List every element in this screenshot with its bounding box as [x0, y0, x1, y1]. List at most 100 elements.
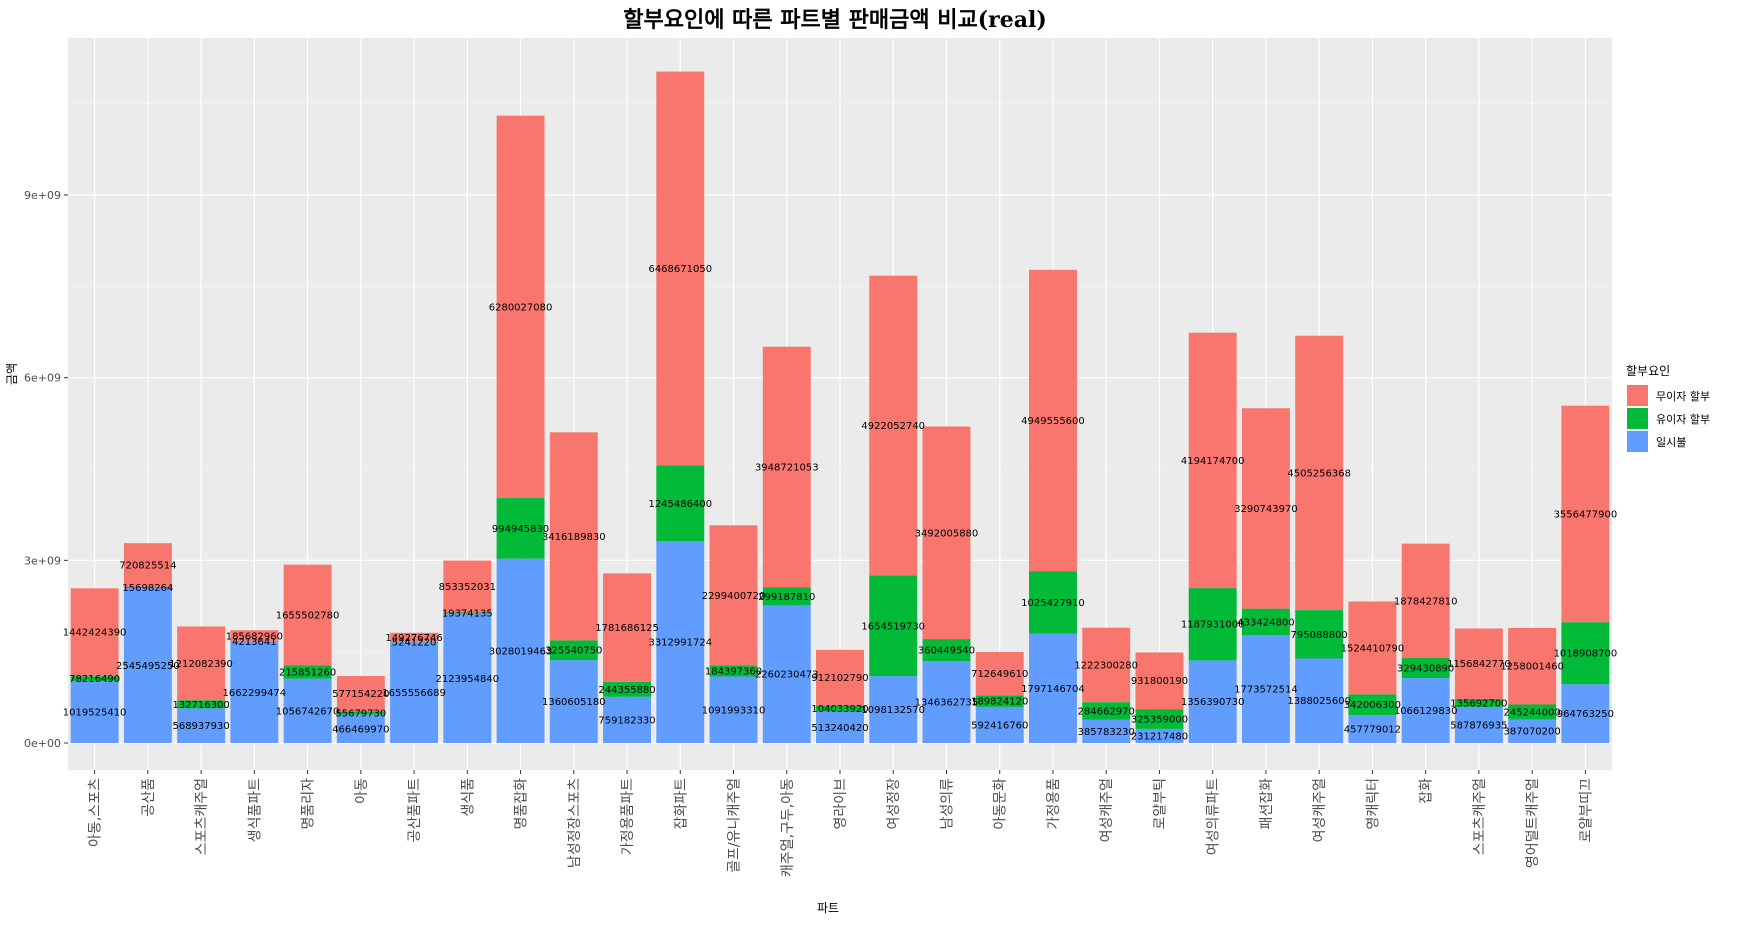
data-label: 1773572514: [1234, 685, 1298, 696]
data-label: 245244000: [1504, 707, 1561, 718]
bar-segment: [336, 676, 385, 712]
bar-segment: [762, 587, 811, 606]
data-label: 795088800: [1291, 630, 1348, 641]
data-label: 19374135: [442, 609, 493, 620]
x-tick-label: 영캐릭터: [1365, 778, 1381, 830]
data-label: 1388025600: [1287, 696, 1351, 707]
data-label: 1655502780: [276, 611, 340, 622]
data-label: 1797146704: [1021, 684, 1085, 695]
bar-segment: [869, 575, 918, 677]
x-tick-label: 명품잡화: [514, 778, 530, 830]
bar-segment: [123, 588, 172, 743]
data-label: 2260230473: [755, 670, 819, 681]
bar-segment: [177, 626, 226, 701]
data-label: 4949555600: [1021, 416, 1085, 427]
bar-segment: [1454, 698, 1503, 708]
legend-swatch: [1627, 431, 1648, 452]
x-tick-label: 여성의류파트: [1206, 778, 1222, 855]
bar-segment: [1401, 543, 1450, 659]
data-label: 466469970: [332, 724, 389, 735]
bar-segment: [975, 706, 1024, 743]
data-label: 104033920: [811, 704, 868, 715]
bar-segment: [1029, 269, 1077, 572]
bar-segment: [816, 705, 864, 712]
data-label: 1662299474: [223, 688, 287, 699]
bar-segment: [1135, 728, 1184, 743]
bar-segment: [603, 573, 651, 682]
x-tick-label: 캐주얼,구두,아동: [780, 778, 796, 877]
bar-segment: [230, 630, 279, 642]
data-label: 15698264: [122, 583, 173, 594]
x-tick-label: 로얄부띠끄: [1577, 778, 1594, 843]
bar-segment: [656, 541, 705, 743]
bar-segment: [1241, 608, 1290, 636]
bar-segment: [1188, 588, 1237, 661]
data-label: 231217480: [1131, 731, 1188, 742]
bar-segment: [1241, 408, 1290, 609]
data-label: 964763250: [1557, 709, 1614, 720]
data-label: 1442424390: [63, 628, 127, 639]
bar-segment: [1135, 709, 1184, 729]
data-label: 1655556689: [382, 688, 446, 699]
bar-segment: [1082, 627, 1131, 703]
bar-segment: [816, 711, 864, 743]
x-tick-label: 남성의류: [939, 778, 955, 830]
y-axis: 0e+00 3e+09 6e+09 9e+09: [24, 189, 68, 750]
data-label: 720825514: [119, 561, 176, 572]
bar-segment: [496, 115, 545, 499]
data-label: 360449540: [918, 646, 975, 657]
bar-segment: [390, 632, 439, 642]
x-tick-label: 가정용품: [1046, 778, 1062, 830]
data-label: 3028019463: [489, 646, 553, 657]
bar-segment: [975, 651, 1024, 696]
data-label: 4922052740: [861, 421, 925, 432]
data-label: 1878427810: [1394, 596, 1458, 607]
bar-segment: [1348, 601, 1397, 695]
bar-segment: [1348, 715, 1397, 743]
data-label: 1091993310: [702, 705, 766, 716]
bar-segment: [1454, 628, 1503, 699]
data-label: 1654519730: [861, 621, 925, 632]
bar-segment: [1082, 719, 1131, 743]
bar-segment: [1508, 704, 1557, 720]
bar-segment: [1561, 684, 1610, 743]
bar-segment: [496, 498, 545, 559]
bar-segment: [656, 71, 705, 466]
bar-segment: [975, 695, 1024, 707]
data-label: 1356390730: [1181, 697, 1245, 708]
data-label: 587876935: [1450, 721, 1507, 732]
bar-segment: [869, 275, 918, 576]
bar-segment: [1029, 571, 1077, 634]
bar-segment: [70, 680, 119, 743]
legend-label: 유이자 할부: [1656, 413, 1710, 426]
data-label: 6280027080: [489, 302, 553, 313]
data-label: 2545495250: [116, 661, 180, 672]
bar-segment: [869, 676, 918, 743]
data-label: 385783230: [1078, 727, 1135, 738]
data-label: 3948721053: [755, 462, 819, 473]
x-tick-label: 스포츠캐주얼: [194, 778, 210, 855]
bar-segment: [1029, 633, 1077, 743]
x-tick-label: 잡화: [1419, 778, 1435, 804]
bar-segment: [336, 714, 385, 743]
bar-segment: [443, 560, 492, 613]
data-label: 1346362735: [915, 698, 979, 709]
bar-segment: [1295, 610, 1344, 659]
bar-segment: [549, 640, 598, 661]
data-label: 1056742670: [276, 706, 340, 717]
data-label: 387070200: [1504, 727, 1561, 738]
data-label: 457779012: [1344, 725, 1401, 736]
x-tick-label: 공산품파트: [407, 778, 423, 843]
bar-segment: [1508, 627, 1557, 705]
data-label: 342006300: [1344, 700, 1401, 711]
data-label: 3416189830: [542, 532, 606, 543]
bar-segment: [922, 426, 971, 640]
x-tick-label: 아동,스포츠: [88, 778, 104, 847]
bar-segment: [762, 346, 811, 588]
data-label: 1019525410: [63, 707, 127, 718]
bar-segment: [603, 696, 651, 743]
x-tick-label: 아동: [354, 778, 370, 804]
bar-segment: [1561, 405, 1610, 623]
data-label: 189824120: [971, 697, 1028, 708]
bar-segment: [1082, 702, 1131, 720]
